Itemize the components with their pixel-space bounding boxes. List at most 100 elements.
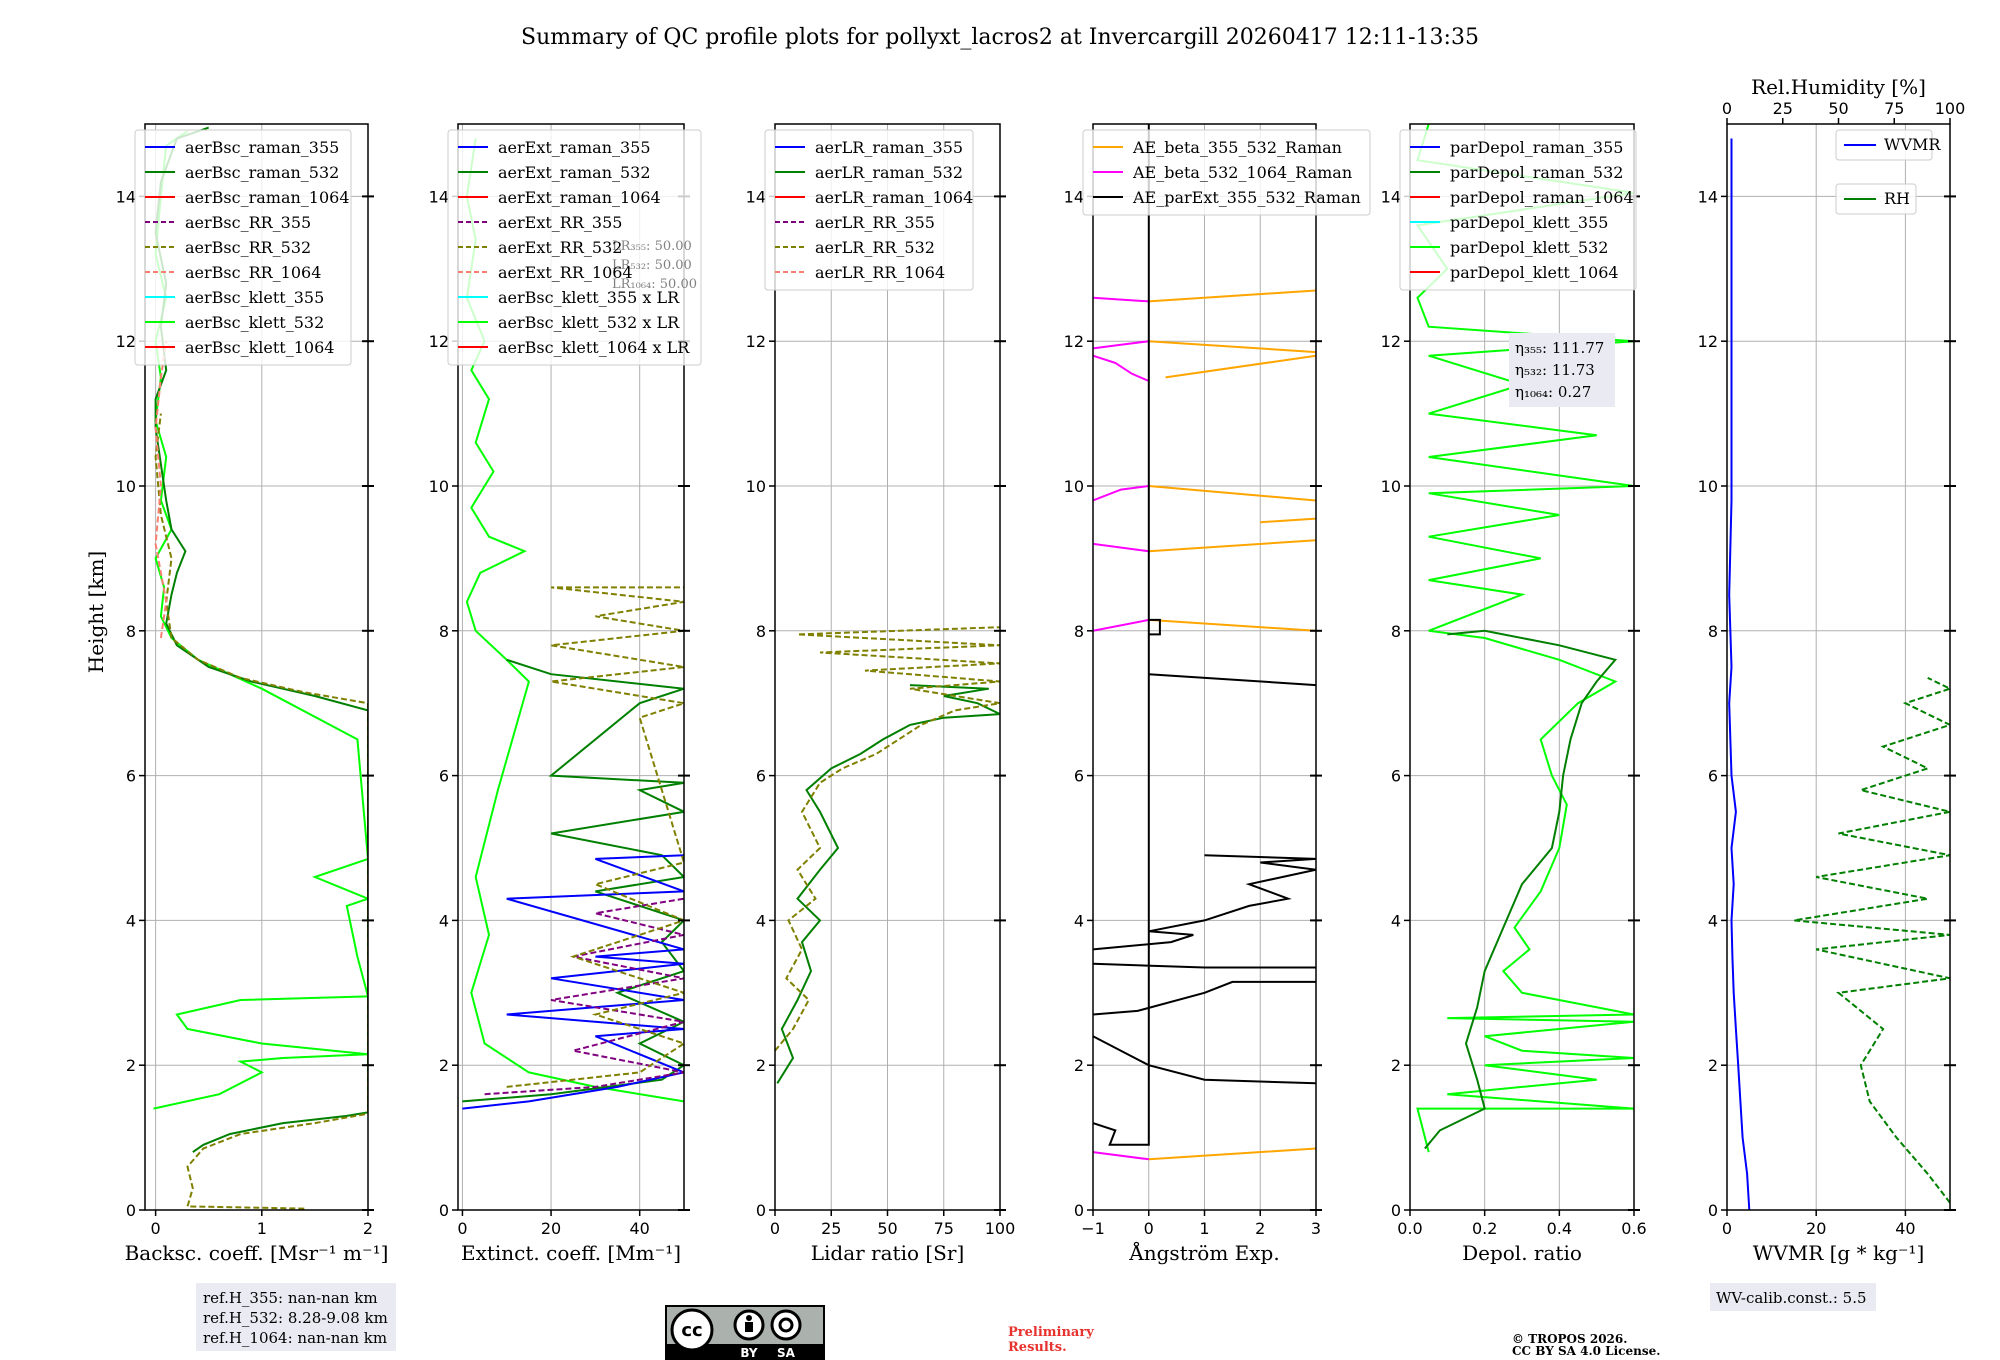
- y-tick-label: 10: [116, 477, 136, 496]
- legend-label: parDepol_raman_1064: [1450, 188, 1634, 207]
- legend: aerBsc_raman_355 aerBsc_raman_532 aerBsc_r…: [134, 129, 352, 366]
- x-axis-label: WVMR [g * kg⁻¹]: [1753, 1241, 1925, 1265]
- legend-label: aerLR_raman_1064: [815, 188, 973, 207]
- y-tick-label: 10: [1064, 477, 1084, 496]
- y-tick-label: 0: [1391, 1201, 1401, 1220]
- x-tick-label: 0: [457, 1219, 467, 1238]
- wv-calib-box: WV-calib.const.: 5.5: [1710, 1283, 1876, 1311]
- y-tick-label: 6: [439, 767, 449, 786]
- legend-label: aerLR_RR_532: [815, 238, 935, 257]
- cc-license-badge: cc BY SA: [665, 1305, 825, 1360]
- legend-label: aerLR_RR_1064: [815, 263, 945, 282]
- wv-calib-text: WV-calib.const.: 5.5: [1716, 1289, 1867, 1307]
- panel-lr: 0 2 4 6 8 10 12 14 0 25 50 75 100 Lidar ratio [Sr] aer…: [746, 123, 1015, 1265]
- legend-label: aerExt_raman_355: [498, 138, 651, 157]
- y-tick-label: 6: [1074, 767, 1084, 786]
- x-tick-label: −1: [1081, 1219, 1105, 1238]
- cc-icon: [670, 1308, 714, 1352]
- y-tick-label: 6: [756, 767, 766, 786]
- y-tick-label: 8: [126, 622, 136, 641]
- x-tick-label: 0.4: [1547, 1219, 1572, 1238]
- copyright-line-2: CC BY SA 4.0 License.: [1512, 1344, 1660, 1358]
- y-tick-label: 6: [1391, 767, 1401, 786]
- eta-annotation: η₅₃₂: 11.73: [1515, 361, 1595, 379]
- y-tick-label: 8: [1708, 622, 1718, 641]
- x-axis-label: Lidar ratio [Sr]: [811, 1241, 965, 1265]
- series-line-RH: [1793, 676, 1950, 1204]
- legend-label: aerBsc_klett_532 x LR: [498, 313, 680, 332]
- legend-label: aerBsc_klett_1064: [185, 338, 334, 357]
- legend: aerExt_raman_355 aerExt_raman_532 aerExt_r…: [447, 129, 702, 366]
- y-tick-label: 12: [746, 332, 766, 351]
- series-line-aerBsc_RR_1064: [154, 341, 168, 639]
- legend: aerLR_raman_355 aerLR_raman_532 aerLR_rama…: [764, 129, 974, 291]
- legend-label: aerBsc_raman_1064: [185, 188, 350, 207]
- legend-label: aerLR_RR_355: [815, 213, 935, 232]
- eta-annotation: η₁₀₆₄: 0.27: [1515, 383, 1591, 401]
- x-tick-label: 20: [1806, 1219, 1826, 1238]
- x-axis-label: Backsc. coeff. [Msr⁻¹ m⁻¹]: [125, 1241, 389, 1265]
- legend-label: aerLR_raman_532: [815, 163, 963, 182]
- y-tick-label: 8: [1391, 622, 1401, 641]
- eta-box: [1509, 333, 1615, 407]
- legend-label: aerBsc_raman_532: [185, 163, 339, 182]
- x-tick-label: 0: [1144, 1219, 1154, 1238]
- legend-label: aerLR_raman_355: [815, 138, 963, 157]
- y-tick-label: 8: [1074, 622, 1084, 641]
- copyright-line-1: © TROPOS 2026.: [1512, 1332, 1627, 1346]
- legend-label: aerBsc_RR_1064: [185, 263, 321, 282]
- series-line-aerExt_RR_532: [506, 586, 684, 1088]
- top-x-tick-label: 0: [1722, 99, 1732, 118]
- legend-label: aerExt_RR_1064: [498, 263, 633, 282]
- top-x-tick-label: 75: [1884, 99, 1904, 118]
- series-line-AE_beta_355_532_Raman: [1148, 289, 1316, 1161]
- series-group: [462, 138, 684, 1110]
- x-tick-label: 2: [1255, 1219, 1265, 1238]
- y-tick-label: 14: [1698, 187, 1718, 206]
- legend-WVMR: WVMR: [1835, 129, 1941, 161]
- legend-label: aerBsc_klett_355 x LR: [498, 288, 680, 307]
- legend-label: aerBsc_raman_355: [185, 138, 339, 157]
- y-tick-label: 10: [746, 477, 766, 496]
- x-tick-label: 50: [877, 1219, 897, 1238]
- top-x-tick-label: 50: [1828, 99, 1848, 118]
- y-tick-label: 4: [439, 911, 449, 930]
- y-tick-label: 4: [1708, 911, 1718, 930]
- y-tick-label: 6: [126, 767, 136, 786]
- legend-label: aerExt_RR_355: [498, 213, 622, 232]
- y-tick-label: 0: [756, 1201, 766, 1220]
- preliminary-line-2: Results.: [1008, 1340, 1067, 1355]
- ref-height-532: ref.H_532: 8.28-9.08 km: [203, 1309, 388, 1327]
- y-tick-label: 2: [756, 1056, 766, 1075]
- y-tick-label: 8: [756, 622, 766, 641]
- y-tick-label: 8: [439, 622, 449, 641]
- cc-text: cc: [681, 1320, 702, 1341]
- legend-label: AE_beta_532_1064_Raman: [1132, 163, 1352, 182]
- y-tick-label: 0: [1074, 1201, 1084, 1220]
- cc-sa-text: SA: [777, 1346, 796, 1360]
- legend-label: aerExt_raman_532: [498, 163, 651, 182]
- x-tick-label: 40: [1895, 1219, 1915, 1238]
- series-line-aerExt_RR_355: [484, 897, 684, 1096]
- legend-label: aerBsc_klett_1064 x LR: [498, 338, 690, 357]
- x-tick-label: 1: [1199, 1219, 1209, 1238]
- axes-frame: [457, 123, 685, 1211]
- legend-label: aerBsc_klett_532: [185, 313, 324, 332]
- y-tick-label: 2: [126, 1056, 136, 1075]
- cc-by-text: BY: [740, 1346, 757, 1360]
- y-tick-label: 4: [126, 911, 136, 930]
- y-tick-label: 0: [126, 1201, 136, 1220]
- y-tick-label: 12: [1064, 332, 1084, 351]
- lr-annotation: LR₁₀₆₄: 50.00: [612, 277, 697, 292]
- x-tick-label: 1: [257, 1219, 267, 1238]
- y-tick-label: 2: [439, 1056, 449, 1075]
- legend-label: parDepol_raman_532: [1450, 163, 1623, 182]
- x-tick-label: 2: [363, 1219, 373, 1238]
- y-tick-label: 14: [116, 187, 136, 206]
- legend-label: RH: [1884, 189, 1910, 208]
- legend-label: parDepol_raman_355: [1450, 138, 1623, 157]
- x-axis-label: Ångström Exp.: [1128, 1240, 1279, 1265]
- axes-frame: [1409, 123, 1635, 1211]
- ref-height-1064: ref.H_1064: nan-nan km: [203, 1329, 387, 1347]
- axes-frame: [1726, 123, 1951, 1211]
